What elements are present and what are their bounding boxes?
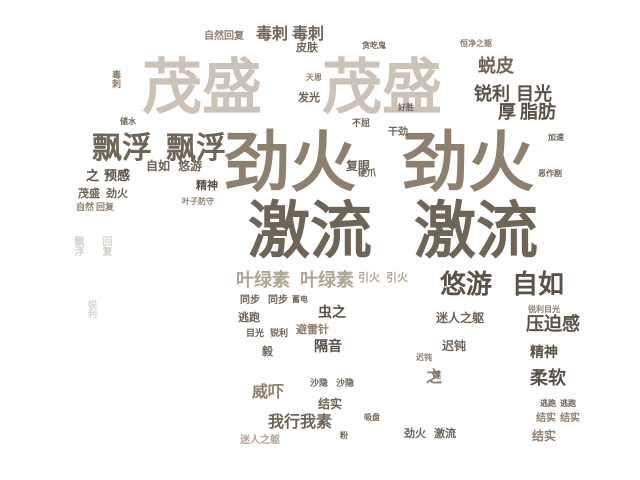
cloud-word: 我行我素	[268, 412, 333, 431]
cloud-word: 悠游	[440, 270, 493, 300]
cloud-word: 贪吃鬼	[362, 41, 386, 50]
cloud-word: 回复	[96, 203, 115, 213]
cloud-word: 结实	[318, 397, 343, 411]
cloud-word-vertical: 回复	[100, 236, 111, 256]
cloud-word-vertical: 之	[423, 368, 442, 384]
cloud-word: 飘浮	[92, 131, 152, 166]
cloud-word: 蓄电	[292, 295, 308, 304]
cloud-word: 硬爪	[358, 169, 377, 179]
cloud-word: 迟钝	[416, 353, 432, 362]
cloud-word: 蜕皮	[478, 56, 514, 77]
cloud-word: 结实	[560, 413, 580, 424]
cloud-word: 吸盘	[364, 413, 380, 422]
cloud-word: 结实	[536, 413, 556, 424]
cloud-word: 虫之	[318, 305, 346, 321]
cloud-word: 复眼	[346, 159, 371, 173]
cloud-word: 柔软	[530, 368, 566, 389]
cloud-word: 发光	[298, 91, 320, 104]
cloud-word: 目光	[516, 84, 552, 105]
cloud-word: 同步	[240, 295, 260, 306]
cloud-word: 储水	[120, 117, 136, 126]
cloud-word: 叶子防守	[182, 197, 214, 206]
cloud-word-vertical: 毒刺	[110, 70, 120, 88]
cloud-word: 压迫感	[526, 314, 580, 335]
cloud-word: 锐利目光	[528, 305, 560, 314]
cloud-word: 恶作剧	[538, 169, 562, 178]
cloud-word: 预感	[104, 169, 131, 184]
cloud-word: 沙隐	[310, 379, 329, 389]
cloud-word: 之	[86, 169, 100, 184]
cloud-word: 激流	[434, 427, 456, 440]
cloud-word: 毒刺	[256, 24, 289, 43]
cloud-word: 劲火	[404, 427, 426, 440]
cloud-word: 自然	[76, 203, 95, 213]
cloud-word: 茂盛	[142, 53, 262, 123]
cloud-word: 激流	[414, 194, 539, 267]
cloud-word: 干劲	[388, 127, 408, 138]
cloud-word: 逃跑	[560, 399, 576, 408]
cloud-word: 威吓	[252, 382, 285, 401]
cloud-word: 避雷针	[296, 323, 329, 336]
cloud-word: 自然回复	[204, 31, 244, 42]
cloud-word: 自如	[512, 270, 565, 300]
cloud-word: 恒净之躯	[460, 39, 492, 48]
cloud-word: 锐利	[270, 329, 289, 339]
cloud-word: 劲火	[402, 124, 534, 201]
cloud-word: 逃跑	[238, 311, 260, 324]
cloud-word: 自如	[146, 159, 171, 173]
cloud-word: 迷人之躯	[436, 311, 485, 325]
cloud-word: 引火	[386, 271, 408, 284]
cloud-word: 飘浮	[166, 131, 226, 166]
cloud-word: 好胜	[398, 103, 414, 112]
cloud-word: 加速	[548, 133, 564, 142]
cloud-word-vertical: 飘浮	[72, 236, 83, 256]
cloud-word: 沙隐	[336, 379, 355, 389]
cloud-word: 目光	[246, 329, 265, 339]
cloud-word: 叶绿素	[300, 270, 354, 291]
cloud-word: 激流	[248, 194, 373, 267]
cloud-word: 隔音	[314, 339, 342, 355]
cloud-word: 悠游	[178, 159, 203, 173]
cloud-word: 厚	[498, 102, 516, 123]
cloud-word: 迟钝	[442, 339, 467, 353]
cloud-word: 引火	[358, 271, 380, 284]
cloud-word: 不屈	[352, 119, 371, 129]
cloud-word: 结实	[532, 429, 557, 443]
cloud-word-vertical: 锐利	[86, 300, 96, 318]
cloud-word: 劲火	[106, 187, 128, 200]
cloud-word: 粉	[340, 431, 348, 440]
cloud-word: 劲火	[224, 124, 356, 201]
cloud-word: 毅	[262, 345, 273, 358]
cloud-word: 健	[432, 371, 442, 381]
cloud-word: 天恩	[306, 73, 322, 82]
cloud-word: 同步	[268, 295, 288, 306]
cloud-word: 皮肤	[296, 41, 318, 54]
cloud-word: 精神	[196, 179, 218, 192]
cloud-word: 迷人之躯	[240, 435, 280, 446]
cloud-word: 茂盛	[78, 187, 100, 200]
cloud-word: 叶绿素	[236, 270, 290, 291]
cloud-word: 脂肪	[520, 102, 556, 123]
cloud-word: 毒刺	[292, 24, 325, 43]
cloud-word: 精神	[530, 345, 558, 361]
cloud-word: 逃跑	[540, 399, 556, 408]
cloud-word: 茂盛	[322, 53, 442, 123]
cloud-word: 锐利	[474, 84, 510, 105]
